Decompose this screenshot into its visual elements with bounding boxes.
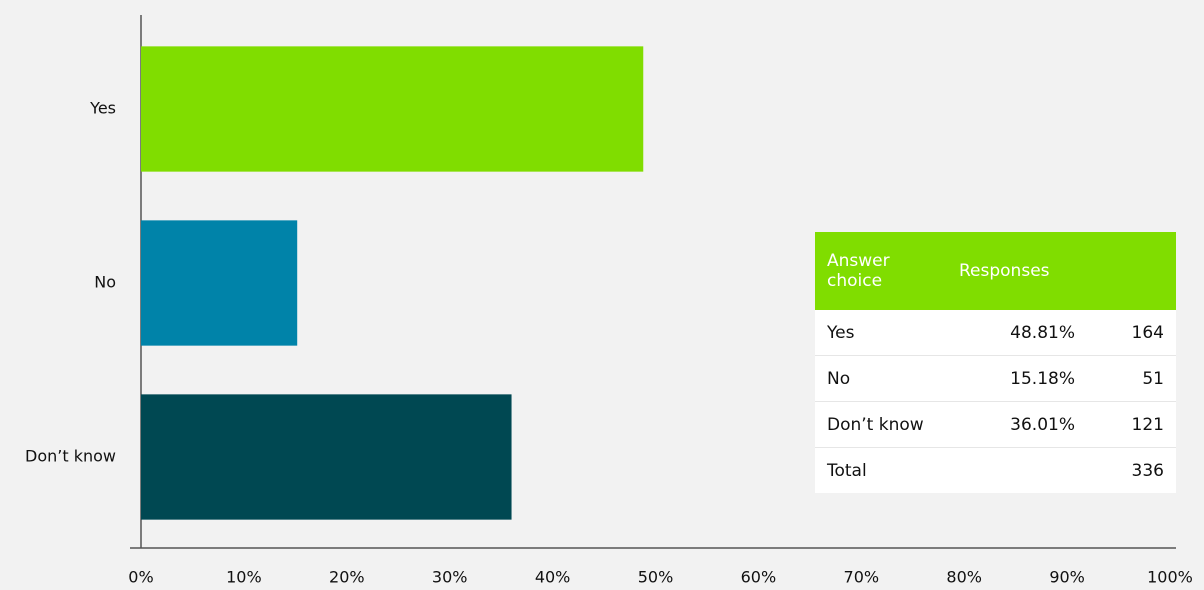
y-tick-label: Yes	[89, 99, 116, 118]
x-tick-label: 50%	[638, 568, 674, 587]
x-tick-label: 60%	[741, 568, 777, 587]
table-row: Yes 48.81% 164	[815, 310, 1176, 356]
table-cell: 51	[1142, 368, 1164, 389]
table-row: No 15.18% 51	[815, 355, 1176, 402]
table-cell: 336	[1131, 460, 1164, 481]
x-tick-label: 80%	[946, 568, 982, 587]
table-row: Total 336	[815, 447, 1176, 494]
x-tick-label: 30%	[432, 568, 468, 587]
x-tick-label: 40%	[535, 568, 571, 587]
table-cell	[947, 448, 1087, 494]
x-tick-label: 10%	[226, 568, 262, 587]
table-cell: Don’t know	[827, 414, 924, 435]
x-tick-label: 70%	[844, 568, 880, 587]
header-cell: Answer choice	[815, 232, 947, 310]
x-tick-label: 20%	[329, 568, 365, 587]
x-tick-label: 100%	[1147, 568, 1193, 587]
y-tick-label: Don’t know	[25, 447, 116, 466]
table-cell: Yes	[827, 322, 855, 343]
y-tick-label: No	[94, 273, 116, 292]
x-tick-label: 0%	[128, 568, 153, 587]
bar	[141, 394, 512, 520]
header-cell: Responses	[947, 232, 1176, 310]
table-cell: 48.81%	[1010, 322, 1075, 343]
table-cell: Total	[827, 460, 867, 481]
table-cell: 36.01%	[1010, 414, 1075, 435]
table-cell: 164	[1131, 322, 1164, 343]
header-text: Answer choice	[827, 251, 890, 291]
bar	[141, 220, 298, 346]
table-cell: 15.18%	[1010, 368, 1075, 389]
responses-table: Answer choice Responses Yes 48.81% 164 No 15…	[815, 232, 1176, 493]
table-cell: No	[827, 368, 851, 389]
x-tick-label: 90%	[1049, 568, 1085, 587]
table-row: Don’t know 36.01% 121	[815, 401, 1176, 448]
bar	[141, 46, 644, 172]
table-cell: 121	[1131, 414, 1164, 435]
